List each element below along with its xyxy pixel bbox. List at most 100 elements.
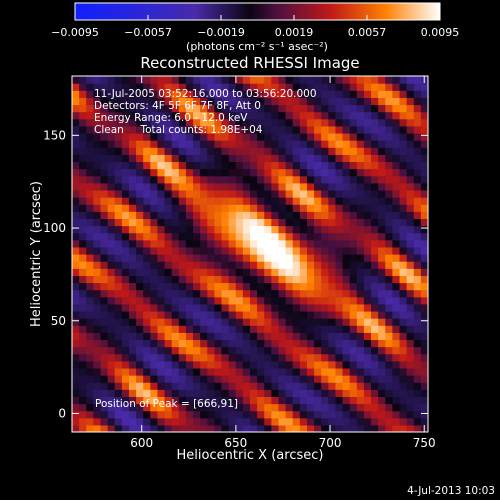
heatmap-cell <box>321 275 329 284</box>
heatmap-cell <box>79 204 87 212</box>
heatmap-cell <box>250 360 258 369</box>
heatmap-cell <box>321 318 329 326</box>
heatmap-cell <box>193 375 201 383</box>
heatmap-cell <box>342 218 351 227</box>
heatmap-cell <box>328 204 337 212</box>
heatmap-cell <box>143 189 151 198</box>
heatmap-cell <box>193 339 201 348</box>
heatmap-cell <box>363 296 372 305</box>
heatmap-cell <box>250 161 258 170</box>
heatmap-cell <box>171 275 180 284</box>
heatmap-cell <box>214 147 223 155</box>
heatmap-cell <box>242 161 251 170</box>
heatmap-cell <box>314 154 322 163</box>
heatmap-cell <box>264 182 272 191</box>
heatmap-cell <box>242 76 251 84</box>
heatmap-cell <box>363 375 372 383</box>
heatmap-cell <box>299 147 308 155</box>
heatmap-cell <box>100 296 109 305</box>
heatmap-cell <box>278 182 287 191</box>
heatmap-cell <box>235 296 244 305</box>
heatmap-cell <box>264 147 272 155</box>
heatmap-cell <box>250 111 258 120</box>
heatmap-cell <box>193 197 201 205</box>
heatmap-cell <box>178 104 187 113</box>
heatmap-cell <box>150 154 159 163</box>
heatmap-cell <box>257 296 265 305</box>
heatmap-cell <box>214 261 223 269</box>
heatmap-cell <box>264 161 272 170</box>
heatmap-cell <box>72 389 80 397</box>
heatmap-cell <box>250 389 258 397</box>
heatmap-cell <box>271 268 280 276</box>
heatmap-cells <box>72 76 428 432</box>
heatmap-cell <box>114 353 123 362</box>
heatmap-cell <box>128 325 137 333</box>
heatmap-cell <box>121 97 130 106</box>
heatmap-cell <box>314 303 322 312</box>
heatmap-cell <box>399 382 408 390</box>
heatmap-cell <box>342 303 351 312</box>
heatmap-cell <box>314 396 322 405</box>
heatmap-cell <box>185 168 194 177</box>
heatmap-cell <box>79 424 87 432</box>
heatmap-cell <box>171 204 180 212</box>
heatmap-cell <box>292 232 301 241</box>
heatmap-cell <box>292 140 301 148</box>
heatmap-cell <box>385 268 393 276</box>
heatmap-cell <box>371 410 379 419</box>
heatmap-cell <box>164 161 173 170</box>
heatmap-cell <box>392 332 401 341</box>
heatmap-cell <box>413 239 422 248</box>
heatmap-cell <box>278 346 287 355</box>
heatmap-cell <box>193 325 201 333</box>
heatmap-cell <box>306 125 315 134</box>
heatmap-cell <box>242 189 251 198</box>
heatmap-cell <box>164 140 173 148</box>
heatmap-cell <box>185 389 194 397</box>
heatmap-cell <box>392 161 401 170</box>
heatmap-cell <box>79 90 87 98</box>
heatmap-cell <box>221 232 230 241</box>
heatmap-cell <box>278 375 287 383</box>
heatmap-cell <box>356 154 365 163</box>
heatmap-cell <box>214 346 223 355</box>
heatmap-cell <box>93 76 102 84</box>
heatmap-cell <box>93 261 102 269</box>
heatmap-cell <box>406 403 415 412</box>
heatmap-cell <box>399 197 408 205</box>
heatmap-cell <box>314 318 322 326</box>
heatmap-cell <box>363 367 372 376</box>
heatmap-cell <box>242 360 251 369</box>
heatmap-cell <box>107 246 116 255</box>
heatmap-cell <box>207 232 215 241</box>
heatmap-cell <box>378 417 386 426</box>
heatmap-cell <box>314 161 322 170</box>
plot-frame <box>71 75 429 433</box>
heatmap-cell <box>420 296 428 305</box>
heatmap-cell <box>193 239 201 248</box>
heatmap-cell <box>79 154 87 163</box>
heatmap-cell <box>214 360 223 369</box>
heatmap-cell <box>136 310 144 319</box>
heatmap-cell <box>399 360 408 369</box>
heatmap-cell <box>86 197 94 205</box>
heatmap-cell <box>399 225 408 234</box>
heatmap-cell <box>264 275 272 284</box>
heatmap-cell <box>178 403 187 412</box>
heatmap-cell <box>107 232 116 241</box>
heatmap-cell <box>363 332 372 341</box>
heatmap-cell <box>385 182 393 191</box>
heatmap-cell <box>349 318 358 326</box>
heatmap-cell <box>193 254 201 262</box>
heatmap-cell <box>363 104 372 113</box>
heatmap-cell <box>306 353 315 362</box>
heatmap-cell <box>143 289 151 298</box>
heatmap-cell <box>335 382 344 390</box>
heatmap-cell <box>250 175 258 184</box>
heatmap-cell <box>143 218 151 227</box>
heatmap-cell <box>221 161 230 170</box>
heatmap-cell <box>271 375 280 383</box>
heatmap-cell <box>164 168 173 177</box>
heatmap-cell <box>378 204 386 212</box>
